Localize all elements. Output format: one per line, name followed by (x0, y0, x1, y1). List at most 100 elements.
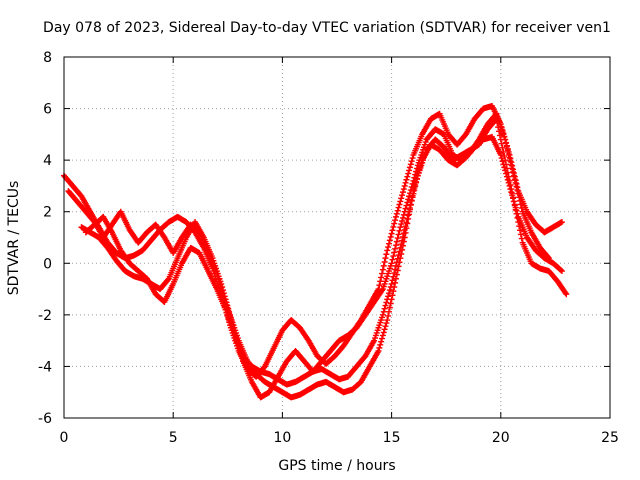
data-point (216, 279, 223, 286)
data-point (387, 233, 394, 240)
x-tick-label: 5 (169, 430, 178, 446)
data-point (380, 262, 387, 269)
y-tick-label: -6 (38, 411, 52, 427)
data-point (388, 260, 395, 267)
x-tick-label: 10 (273, 430, 291, 446)
y-tick-label: 8 (43, 50, 52, 66)
data-point (516, 223, 523, 230)
data-point (515, 219, 522, 226)
x-tick-label: 15 (383, 430, 401, 446)
data-point (392, 245, 399, 252)
data-point (379, 266, 386, 273)
data-point (377, 341, 384, 348)
data-point (399, 237, 406, 244)
x-tick-label: 0 (60, 430, 69, 446)
data-point (512, 206, 519, 213)
data-point (403, 219, 410, 226)
data-point (384, 247, 391, 254)
data-point (402, 205, 409, 212)
data-point (406, 193, 413, 200)
data-point (219, 287, 226, 294)
data-point (392, 217, 399, 224)
data-point (378, 335, 385, 342)
data-point (398, 221, 405, 228)
data-point (545, 255, 552, 262)
data-point (496, 132, 503, 139)
data-point (378, 274, 385, 281)
data-point (383, 251, 390, 258)
data-point (381, 326, 388, 333)
data-point (389, 292, 396, 299)
data-point (376, 344, 383, 351)
data-point (381, 258, 388, 265)
data-point (500, 148, 507, 155)
y-tick-label: 4 (43, 153, 52, 169)
data-point (392, 213, 399, 220)
data-point (509, 190, 516, 197)
data-point (229, 321, 236, 328)
data-point (221, 296, 228, 303)
data-point (407, 161, 414, 168)
data-point (401, 226, 408, 233)
data-point (409, 155, 416, 162)
data-point (385, 240, 392, 247)
data-point (223, 301, 230, 308)
series-track-d (65, 110, 552, 401)
data-point (219, 290, 226, 297)
data-point (514, 214, 521, 221)
plot-frame (63, 56, 611, 419)
data-point (217, 281, 224, 288)
data-point (397, 198, 404, 205)
data-point (511, 176, 518, 183)
data-point (224, 304, 231, 311)
data-point (394, 255, 401, 262)
data-point (383, 299, 390, 306)
grid-lines (64, 57, 610, 418)
data-point (499, 144, 506, 151)
data-point (228, 318, 235, 325)
data-point (393, 259, 400, 266)
y-tick-label: -4 (38, 359, 52, 375)
data-point (514, 187, 521, 194)
data-point (220, 293, 227, 300)
data-point (411, 174, 418, 181)
data-point (215, 276, 222, 283)
data-point (558, 268, 565, 275)
data-point (381, 305, 388, 312)
data-point (396, 201, 403, 208)
data-point (398, 241, 405, 248)
data-point (402, 223, 409, 230)
x-axis-label: GPS time / hours (278, 458, 395, 474)
data-point (504, 147, 511, 154)
data-point (403, 176, 410, 183)
data-point (518, 205, 525, 212)
data-point (390, 288, 397, 295)
data-point (563, 291, 570, 298)
data-point (394, 235, 401, 242)
data-point (388, 230, 395, 237)
data-point (508, 186, 515, 193)
data-point (387, 284, 394, 291)
data-point (383, 320, 390, 327)
data-point (404, 199, 411, 206)
data-point (385, 308, 392, 315)
y-tick-label: -2 (38, 308, 52, 324)
data-point (394, 207, 401, 214)
data-point (218, 284, 225, 291)
data-point (392, 262, 399, 269)
data-point (503, 140, 510, 147)
data-point (399, 217, 406, 224)
data-point (382, 302, 389, 309)
data-point (517, 227, 524, 234)
data-point (382, 255, 389, 262)
data-point (506, 154, 513, 161)
data-point (389, 256, 396, 263)
data-point (400, 230, 407, 237)
data-point (407, 187, 414, 194)
data-point (408, 158, 415, 165)
data-point (384, 317, 391, 324)
data-point (386, 287, 393, 294)
data-point (378, 270, 385, 277)
data-point (517, 231, 524, 238)
x-tick-label: 25 (601, 430, 619, 446)
